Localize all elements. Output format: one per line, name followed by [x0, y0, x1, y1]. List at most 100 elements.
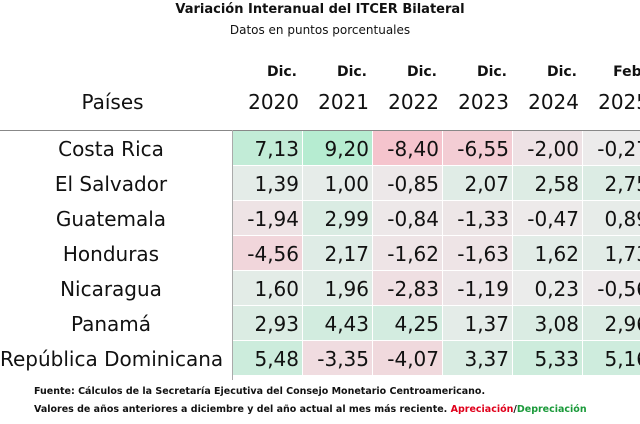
- cell-value: -0,85: [387, 172, 439, 196]
- cell-value: 5,16: [604, 347, 640, 371]
- column-year: 2025: [598, 90, 640, 114]
- cell: [233, 271, 302, 305]
- cell-value: 2,17: [324, 242, 369, 266]
- cell-value: 1,73: [604, 242, 640, 266]
- row-label: Nicaragua: [60, 277, 162, 301]
- cell-value: 1,39: [254, 172, 299, 196]
- cell: [583, 271, 640, 305]
- cell-value: 0,89: [604, 207, 640, 231]
- cell-value: -0,56: [597, 277, 640, 301]
- cell-value: -1,19: [457, 277, 509, 301]
- row-label: República Dominicana: [0, 347, 224, 371]
- title: Variación Interanual del ITCER Bilateral: [175, 2, 465, 17]
- column-month: Feb.: [613, 64, 640, 80]
- cell-value: 2,96: [604, 312, 640, 336]
- cell: [513, 271, 582, 305]
- cell-value: -8,40: [387, 137, 439, 161]
- cell: [583, 341, 640, 375]
- cell: [373, 131, 442, 165]
- cell: [513, 236, 582, 270]
- cell-value: 2,99: [324, 207, 369, 231]
- column-year: 2024: [528, 90, 579, 114]
- corner-header: Países: [81, 90, 144, 114]
- cell: [373, 201, 442, 235]
- cell-value: -4,07: [387, 347, 439, 371]
- cell: [583, 201, 640, 235]
- cell-value: 1,62: [534, 242, 579, 266]
- column-rule: [232, 130, 233, 380]
- row-label: Honduras: [62, 242, 160, 266]
- cell: [513, 306, 582, 340]
- cell-value: 2,58: [534, 172, 579, 196]
- cell: [583, 236, 640, 270]
- cell: [443, 341, 512, 375]
- cell: [303, 131, 372, 165]
- header-rule: [0, 130, 640, 131]
- cell: [303, 201, 372, 235]
- cell: [303, 236, 372, 270]
- column-year: 2023: [458, 90, 509, 114]
- cell-value: -1,33: [457, 207, 509, 231]
- column-month: Dic.: [406, 64, 437, 80]
- cell: [303, 166, 372, 200]
- cell: [443, 166, 512, 200]
- cell: [233, 166, 302, 200]
- column-year: 2020: [248, 90, 299, 114]
- cell-value: -0,84: [387, 207, 439, 231]
- cell: [513, 201, 582, 235]
- cell: [373, 306, 442, 340]
- cell: [373, 341, 442, 375]
- cell-value: 0,23: [534, 277, 579, 301]
- cell-value: -1,94: [247, 207, 299, 231]
- cell: [513, 341, 582, 375]
- cell-value: 2,93: [254, 312, 299, 336]
- cell-value: 3,08: [534, 312, 579, 336]
- column-month: Dic.: [546, 64, 577, 80]
- column-year: 2021: [318, 90, 369, 114]
- cell: [233, 201, 302, 235]
- cell-value: 4,25: [394, 312, 439, 336]
- row-label: Guatemala: [55, 207, 167, 231]
- cell-value: -2,00: [527, 137, 579, 161]
- cell: [233, 131, 302, 165]
- source: Fuente: Cálculos de la Secretaría Ejecut…: [34, 386, 486, 397]
- cell-value: -4,56: [247, 242, 299, 266]
- depreciation: Depreciación: [516, 404, 587, 415]
- cell-value: 7,13: [254, 137, 299, 161]
- cell: [303, 341, 372, 375]
- row-label: Costa Rica: [58, 137, 164, 161]
- cell: [513, 131, 582, 165]
- cell-value: -3,35: [317, 347, 369, 371]
- cell-value: 5,48: [254, 347, 299, 371]
- cell: [373, 271, 442, 305]
- cell-value: -0,47: [527, 207, 579, 231]
- appreciation: Apreciación: [450, 404, 514, 415]
- column-year: 2022: [388, 90, 439, 114]
- cell-value: 9,20: [324, 137, 369, 161]
- cell: [443, 236, 512, 270]
- cell: [583, 166, 640, 200]
- column-month: Dic.: [266, 64, 297, 80]
- cell: [513, 166, 582, 200]
- cell-value: 2,07: [464, 172, 509, 196]
- cell: [443, 306, 512, 340]
- cell: [303, 271, 372, 305]
- note: Valores de años anteriores a diciembre y…: [34, 404, 448, 415]
- cell-value: 3,37: [464, 347, 509, 371]
- cell: [233, 306, 302, 340]
- cell-value: 1,00: [324, 172, 369, 196]
- cell-value: 1,60: [254, 277, 299, 301]
- cell: [583, 306, 640, 340]
- cell-value: -1,63: [457, 242, 509, 266]
- cell-value: 1,96: [324, 277, 369, 301]
- cell-value: 4,43: [324, 312, 369, 336]
- cell: [233, 236, 302, 270]
- cell-value: -2,83: [387, 277, 439, 301]
- cell: [303, 306, 372, 340]
- cell: [233, 341, 302, 375]
- cell: [443, 131, 512, 165]
- row-label: Panamá: [70, 312, 152, 336]
- subtitle: Datos en puntos porcentuales: [229, 23, 411, 37]
- cell: [443, 271, 512, 305]
